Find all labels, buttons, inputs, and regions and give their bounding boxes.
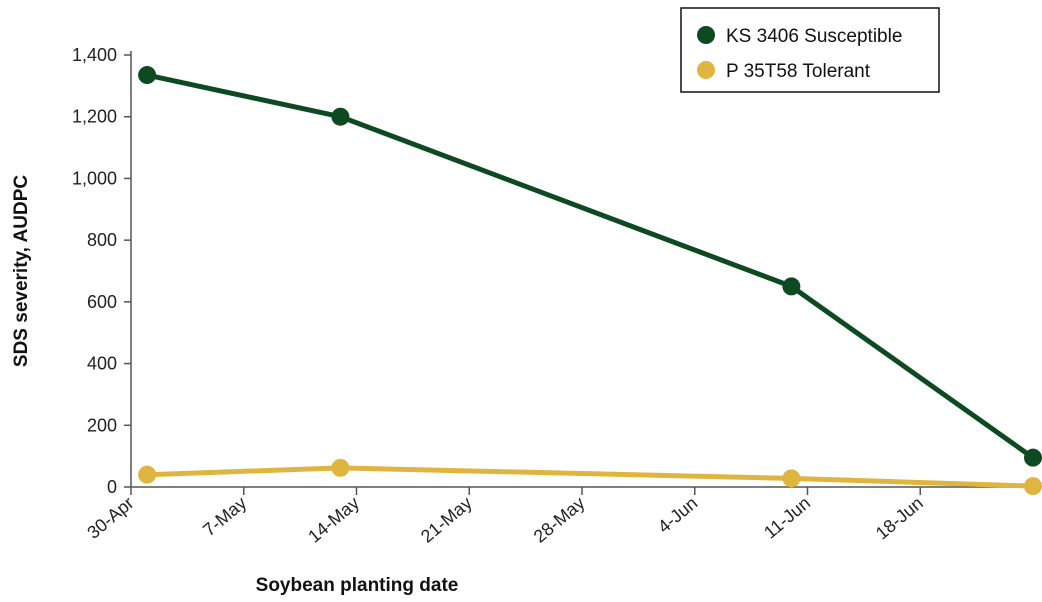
data-point bbox=[1024, 477, 1042, 496]
y-tick-label: 600 bbox=[87, 292, 117, 312]
legend-box bbox=[680, 7, 940, 93]
x-axis-ticks: 30-Apr 7-May 14-May 21-May 28-May 4-Jun 11-Jun… bbox=[83, 487, 927, 547]
y-tick-label: 1,400 bbox=[72, 45, 117, 65]
x-tick-label: 14-May bbox=[304, 493, 363, 547]
data-point bbox=[331, 107, 350, 126]
x-tick-label: 18-Jun bbox=[872, 493, 927, 544]
y-tick-label: 0 bbox=[107, 477, 117, 497]
x-axis-title: Soybean planting date bbox=[256, 575, 459, 596]
x-tick-label: 7-May bbox=[199, 493, 250, 540]
legend-marker-susceptible bbox=[697, 26, 715, 44]
data-point bbox=[138, 465, 157, 484]
y-tick-label: 1,200 bbox=[72, 107, 117, 127]
x-tick-label: 21-May bbox=[417, 493, 476, 547]
y-tick-label: 1,000 bbox=[72, 168, 117, 188]
data-point bbox=[782, 277, 801, 296]
legend-label-tolerant: P 35T58 Tolerant bbox=[726, 61, 871, 82]
legend-label-susceptible: KS 3406 Susceptible bbox=[726, 26, 902, 47]
legend-marker-tolerant bbox=[697, 61, 715, 79]
series-line bbox=[144, 465, 1036, 489]
data-point bbox=[138, 66, 157, 85]
y-axis-ticks: 0 200 400 600 800 1,000 1,200 1,400 bbox=[72, 45, 131, 497]
series-layer bbox=[138, 66, 1042, 496]
y-tick-label: 200 bbox=[87, 415, 117, 435]
y-tick-label: 400 bbox=[87, 354, 117, 374]
data-point bbox=[331, 458, 350, 477]
y-axis-title: SDS severity, AUDPC bbox=[11, 175, 32, 367]
x-tick-label: 4-Jun bbox=[654, 493, 701, 537]
x-tick-label: 11-Jun bbox=[760, 493, 814, 543]
x-tick-label: 30-Apr bbox=[83, 493, 137, 543]
y-tick-label: 800 bbox=[87, 230, 117, 250]
legend: KS 3406 Susceptible P 35T58 Tolerant bbox=[680, 7, 940, 93]
x-tick-label: 28-May bbox=[530, 493, 589, 547]
series-line bbox=[144, 72, 1036, 461]
data-point bbox=[1024, 448, 1042, 467]
data-point bbox=[782, 469, 801, 488]
